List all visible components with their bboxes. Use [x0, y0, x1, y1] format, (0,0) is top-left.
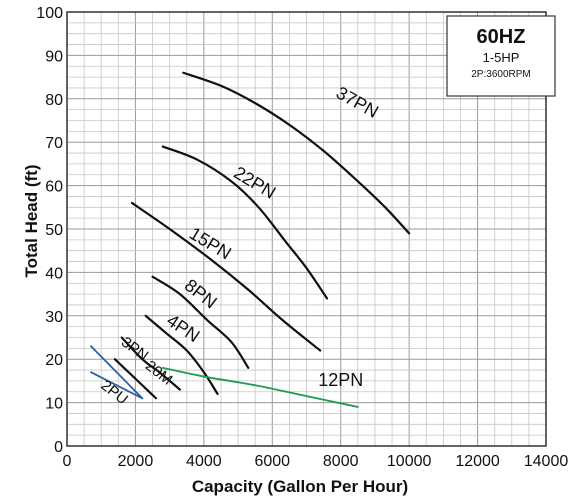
y-tick-label: 10 — [45, 396, 63, 413]
x-tick-label: 2000 — [118, 453, 154, 470]
legend-horsepower: 1-5HP — [483, 50, 520, 65]
y-tick-label: 40 — [45, 265, 63, 282]
x-axis-title: Capacity (Gallon Per Hour) — [192, 477, 408, 496]
pump-curves — [90, 71, 411, 408]
curve-2pu — [90, 371, 144, 400]
y-axis-title: Total Head (ft) — [22, 164, 41, 277]
curve-3pn — [120, 336, 182, 391]
curve-37pn — [182, 71, 411, 235]
y-tick-label: 60 — [45, 179, 63, 196]
curve-label-37pn: 37PN — [333, 83, 382, 122]
plot-frame — [66, 11, 547, 447]
y-tick-label: 30 — [45, 309, 63, 326]
curve-8pn — [151, 275, 250, 369]
y-tick-label: 90 — [45, 48, 63, 65]
curve-20m — [113, 358, 158, 400]
legend-frame — [446, 15, 556, 97]
y-tick-label: 50 — [45, 222, 63, 239]
curve-label-12pn: 12PN — [318, 370, 363, 390]
x-tick-label: 10000 — [387, 453, 432, 470]
x-tick-label: 14000 — [524, 453, 569, 470]
curve-15pn — [130, 201, 322, 352]
grid — [66, 11, 547, 447]
y-tick-label: 20 — [45, 352, 63, 369]
legend-rpm: 2P:3600RPM — [471, 69, 530, 80]
curve-12pn — [161, 366, 359, 408]
y-tick-label: 100 — [36, 5, 63, 22]
curve-22pn — [161, 145, 329, 300]
x-tick-label: 0 — [63, 453, 72, 470]
legend-frequency: 60HZ — [477, 26, 526, 48]
curve-unnamed — [90, 345, 144, 400]
x-tick-label: 6000 — [254, 453, 290, 470]
curve-4pn — [144, 314, 219, 396]
x-tick-label: 12000 — [455, 453, 500, 470]
y-tick-label: 0 — [54, 439, 63, 456]
y-tick-label: 70 — [45, 135, 63, 152]
y-tick-label: 80 — [45, 92, 63, 109]
x-tick-label: 8000 — [323, 453, 359, 470]
x-tick-label: 4000 — [186, 453, 222, 470]
tick-labels: 0 2000 4000 6000 8000 10000 12000 14000 0 10 20 30 4… — [36, 5, 568, 470]
plot-area-border — [66, 11, 547, 447]
legend-box: 60HZ 1-5HP 2P:3600RPM — [446, 15, 556, 97]
